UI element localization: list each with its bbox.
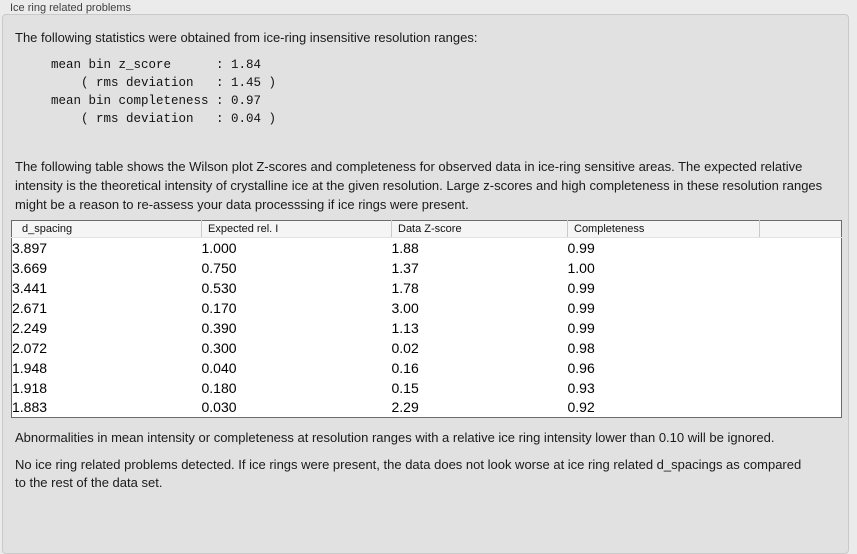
cell-d-spacing: 2.671 xyxy=(12,299,48,316)
cell-empty xyxy=(760,338,842,358)
cell-completeness: 0.99 xyxy=(567,239,595,256)
cell-d-spacing: 1.918 xyxy=(12,379,48,396)
column-header-completeness[interactable]: Completeness xyxy=(567,220,760,238)
cell-data-z-score: 3.00 xyxy=(391,299,419,316)
column-header-data-z-score[interactable]: Data Z-score xyxy=(391,220,568,238)
table-row[interactable]: 3.897 1.000 1.88 0.99 xyxy=(12,238,842,258)
cell-expected-rel-i: 0.390 xyxy=(201,319,237,336)
cell-expected-rel-i: 0.300 xyxy=(201,339,237,356)
ice-ring-table: d_spacing Expected rel. I Data Z-score C… xyxy=(11,220,842,418)
stats-line-z-rms-deviation: ( rms deviation : 1.45 ) xyxy=(51,76,277,90)
stats-line-mean-completeness: mean bin completeness : 0.97 xyxy=(51,94,262,108)
cell-data-z-score: 0.15 xyxy=(391,379,419,396)
cell-empty xyxy=(760,298,842,318)
ignore-note: Abnormalities in mean intensity or compl… xyxy=(15,430,775,445)
table-header-row: d_spacing Expected rel. I Data Z-score C… xyxy=(11,220,842,238)
cell-d-spacing: 3.441 xyxy=(12,279,48,296)
cell-expected-rel-i: 0.030 xyxy=(201,399,237,416)
cell-d-spacing: 1.948 xyxy=(12,359,48,376)
cell-empty xyxy=(760,318,842,338)
cell-empty xyxy=(760,238,842,258)
cell-empty xyxy=(760,358,842,378)
cell-completeness: 0.98 xyxy=(567,339,595,356)
cell-expected-rel-i: 0.040 xyxy=(201,359,237,376)
cell-completeness: 0.99 xyxy=(567,299,595,316)
cell-completeness: 0.99 xyxy=(567,279,595,296)
cell-expected-rel-i: 0.750 xyxy=(201,259,237,276)
cell-empty xyxy=(760,398,842,418)
cell-data-z-score: 0.02 xyxy=(391,339,419,356)
table-row[interactable]: 2.671 0.170 3.00 0.99 xyxy=(12,298,842,318)
cell-expected-rel-i: 0.530 xyxy=(201,279,237,296)
cell-expected-rel-i: 0.170 xyxy=(201,299,237,316)
cell-d-spacing: 2.249 xyxy=(12,319,48,336)
cell-completeness: 0.96 xyxy=(567,359,595,376)
cell-completeness: 1.00 xyxy=(567,259,595,276)
cell-empty xyxy=(760,258,842,278)
cell-data-z-score: 1.37 xyxy=(391,259,419,276)
table-row[interactable]: 1.948 0.040 0.16 0.96 xyxy=(12,358,842,378)
table-header: d_spacing Expected rel. I Data Z-score C… xyxy=(11,220,842,238)
conclusion-text: No ice ring related problems detected. I… xyxy=(15,457,802,490)
cell-data-z-score: 2.29 xyxy=(391,399,419,416)
column-header-expected-rel-i[interactable]: Expected rel. I xyxy=(201,220,392,238)
cell-completeness: 0.93 xyxy=(567,379,595,396)
cell-d-spacing: 2.072 xyxy=(12,339,48,356)
cell-data-z-score: 1.78 xyxy=(391,279,419,296)
table-row[interactable]: 3.669 0.750 1.37 1.00 xyxy=(12,258,842,278)
table-body: 3.897 1.000 1.88 0.99 3.669 0.750 1.37 1… xyxy=(12,238,842,418)
stats-line-mean-z-score: mean bin z_score : 1.84 xyxy=(51,58,262,72)
cell-d-spacing: 3.897 xyxy=(12,239,48,256)
table-row[interactable]: 2.249 0.390 1.13 0.99 xyxy=(12,318,842,338)
cell-data-z-score: 1.88 xyxy=(391,239,419,256)
cell-data-z-score: 1.13 xyxy=(391,319,419,336)
stats-line-completeness-rms-deviation: ( rms deviation : 0.04 ) xyxy=(51,112,277,126)
table-row[interactable]: 1.883 0.030 2.29 0.92 xyxy=(12,398,842,418)
cell-empty xyxy=(760,378,842,398)
cell-d-spacing: 1.883 xyxy=(12,399,48,416)
panel-title: Ice ring related problems xyxy=(10,2,132,14)
table-row[interactable]: 1.918 0.180 0.15 0.93 xyxy=(12,378,842,398)
table-row[interactable]: 3.441 0.530 1.78 0.99 xyxy=(12,278,842,298)
cell-expected-rel-i: 0.180 xyxy=(201,379,237,396)
cell-d-spacing: 3.669 xyxy=(12,259,48,276)
table-row[interactable]: 2.072 0.300 0.02 0.98 xyxy=(12,338,842,358)
cell-completeness: 0.92 xyxy=(567,399,595,416)
cell-empty xyxy=(760,278,842,298)
intro-text: The following statistics were obtained f… xyxy=(15,30,478,45)
cell-data-z-score: 0.16 xyxy=(391,359,419,376)
column-header-d-spacing[interactable]: d_spacing xyxy=(11,220,202,238)
cell-completeness: 0.99 xyxy=(567,319,595,336)
cell-expected-rel-i: 1.000 xyxy=(201,239,237,256)
column-header-empty xyxy=(759,220,842,238)
stats-block: mean bin z_score : 1.84 ( rms deviation … xyxy=(51,56,848,128)
table-description: The following table shows the Wilson plo… xyxy=(15,159,823,212)
ice-ring-panel: The following statistics were obtained f… xyxy=(2,14,849,554)
